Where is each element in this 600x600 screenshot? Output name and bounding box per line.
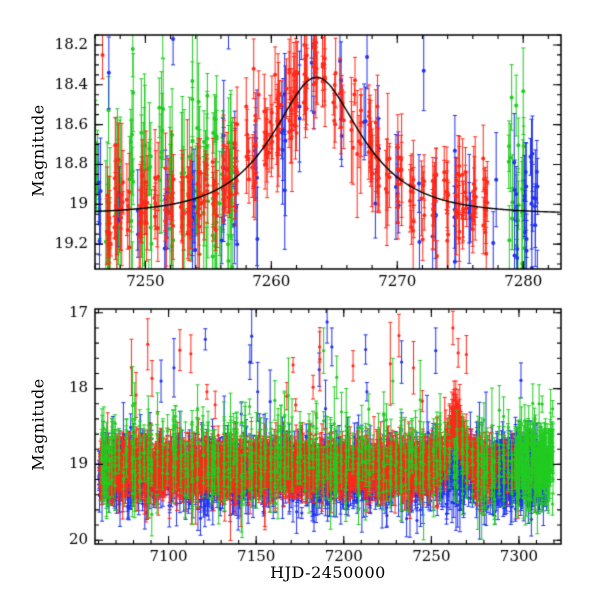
y-axis-label-top: Magnitude [28, 104, 48, 197]
y-axis-label-bottom: Magnitude [28, 378, 48, 471]
x-axis-label: HJD-2450000 [270, 563, 386, 582]
